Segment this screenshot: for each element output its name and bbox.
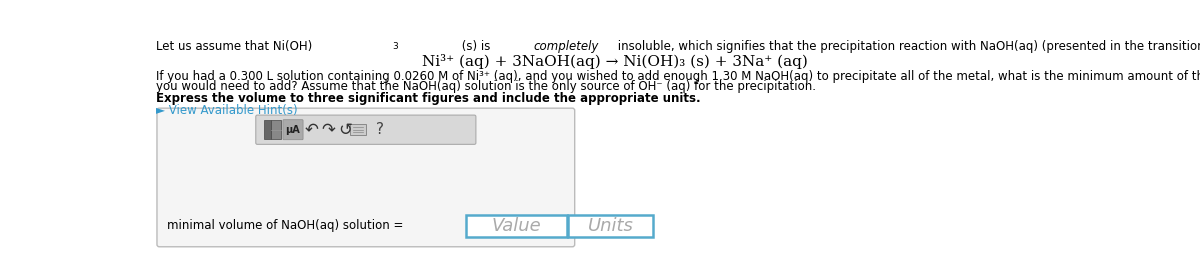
Text: μA: μA [286, 125, 300, 135]
Bar [350, 124, 366, 135]
Text: (s) is: (s) is [458, 40, 494, 53]
FancyBboxPatch shape [283, 120, 304, 140]
Text: ↺: ↺ [338, 121, 353, 139]
Text: ► View Available Hint(s): ► View Available Hint(s) [156, 104, 298, 117]
Text: Units: Units [588, 217, 634, 235]
Text: If you had a 0.300 L solution containing 0.0260 M of Ni³⁺ (aq), and you wished t: If you had a 0.300 L solution containing… [156, 70, 1200, 83]
Bar [466, 215, 566, 237]
Text: Value: Value [491, 217, 541, 235]
Text: Ni³⁺ (aq) + 3NaOH(aq) → Ni(OH)₃ (s) + 3Na⁺ (aq): Ni³⁺ (aq) + 3NaOH(aq) → Ni(OH)₃ (s) + 3N… [422, 54, 808, 69]
FancyBboxPatch shape [157, 108, 575, 247]
Text: Let us assume that Ni(OH): Let us assume that Ni(OH) [156, 40, 312, 53]
Text: ↷: ↷ [322, 121, 336, 139]
Text: completely: completely [533, 40, 599, 53]
Bar [568, 215, 653, 237]
Bar [264, 121, 271, 139]
Text: Express the volume to three significant figures and include the appropriate unit: Express the volume to three significant … [156, 92, 701, 105]
Bar [271, 121, 281, 139]
Text: 3: 3 [392, 42, 398, 51]
Text: ?: ? [376, 122, 384, 137]
Text: insoluble, which signifies that the precipitation reaction with NaOH(aq) (presen: insoluble, which signifies that the prec… [614, 40, 1200, 53]
Text: you would need to add? Assume that the NaOH(aq) solution is the only source of O: you would need to add? Assume that the N… [156, 80, 816, 93]
FancyBboxPatch shape [256, 115, 476, 144]
Text: minimal volume of NaOH(aq) solution =: minimal volume of NaOH(aq) solution = [167, 220, 403, 232]
Text: ↶: ↶ [305, 121, 318, 139]
